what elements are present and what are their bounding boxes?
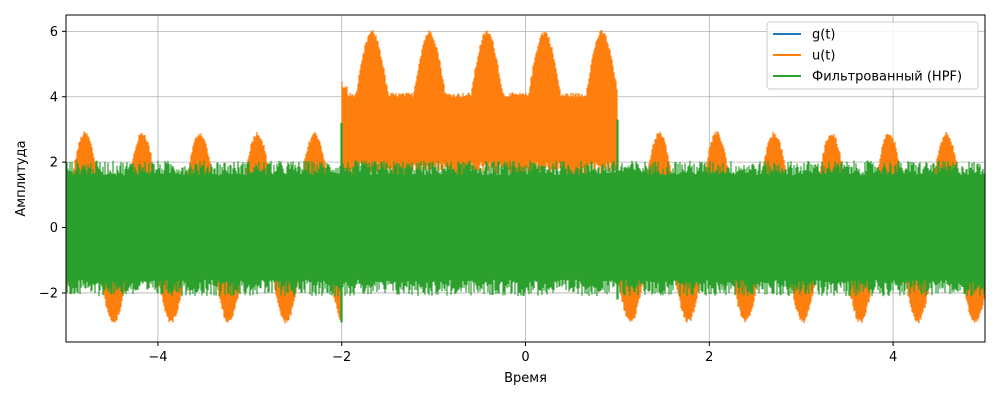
- legend-label: u(t): [812, 49, 835, 64]
- y-tick-label: −2: [39, 286, 58, 301]
- legend: g(t) u(t) Фильтрованный (HPF): [766, 21, 979, 90]
- y-tick-label: 6: [50, 25, 58, 40]
- y-tick-label: 4: [50, 90, 58, 105]
- x-axis-label: Время: [504, 371, 547, 386]
- y-tick-label: 0: [50, 221, 58, 236]
- legend-label: Фильтрованный (HPF): [812, 70, 962, 85]
- x-tick-label: −2: [332, 350, 351, 365]
- x-tick-label: 4: [889, 350, 897, 365]
- legend-label: g(t): [812, 28, 836, 43]
- series-filtered-line: [66, 119, 985, 323]
- legend-box: [766, 21, 979, 90]
- series-filtered: [66, 119, 985, 323]
- x-tick-label: 0: [521, 350, 529, 365]
- y-tick-label: 2: [50, 156, 58, 171]
- y-axis-label: Амплитуда: [14, 140, 29, 216]
- x-tick-label: 2: [705, 350, 713, 365]
- x-tick-label: −4: [148, 350, 167, 365]
